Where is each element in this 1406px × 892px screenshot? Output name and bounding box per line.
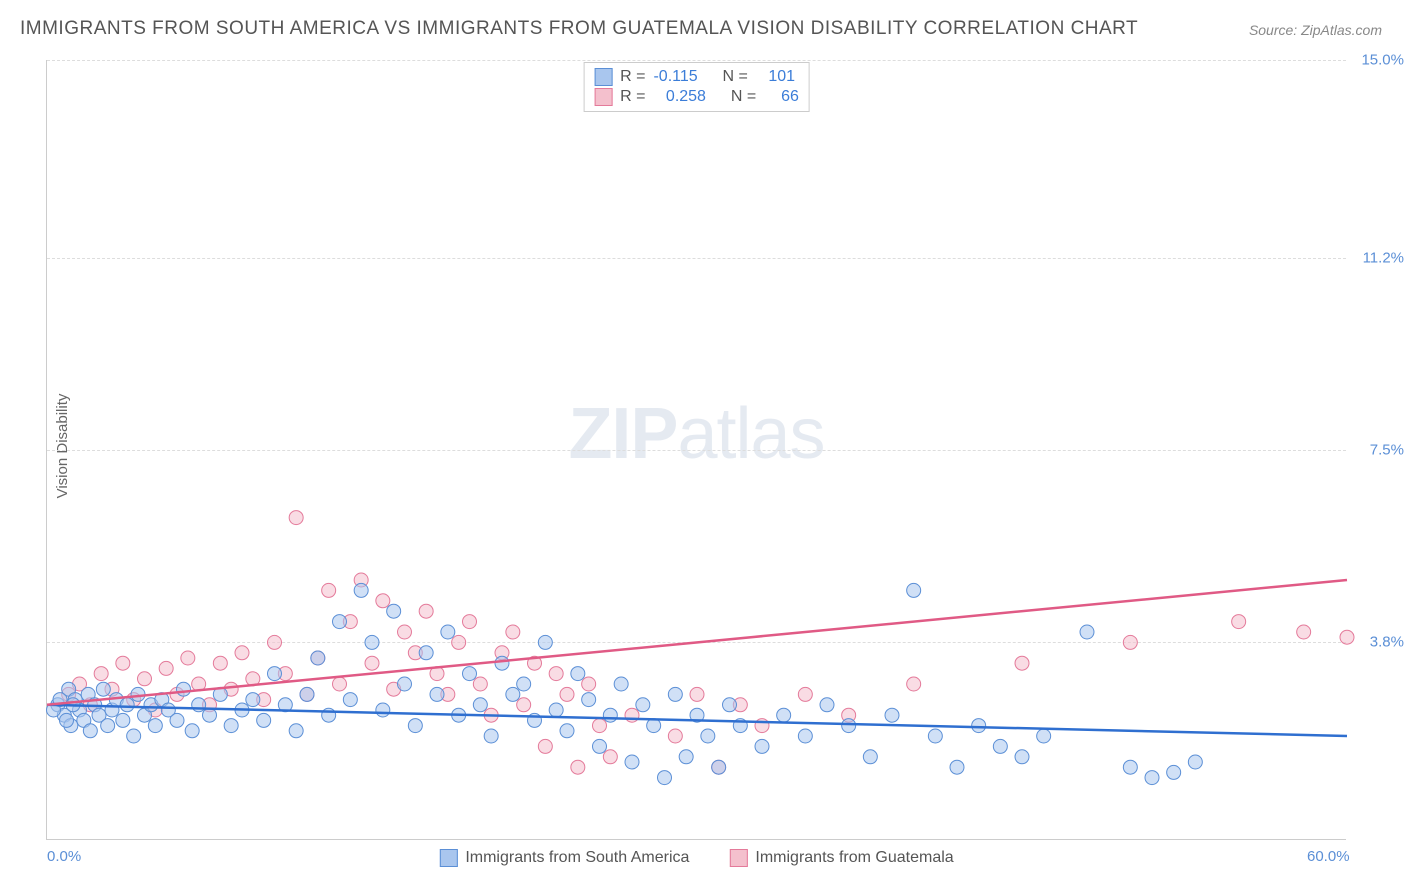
bottom-legend: Immigrants from South America Immigrants… <box>439 849 953 867</box>
n-value-2: 66 <box>781 88 799 106</box>
n-value-1: 101 <box>768 68 795 86</box>
legend-row-series-1: R = -0.115 N = 101 <box>594 67 799 87</box>
swatch-bottom-1 <box>439 849 457 867</box>
n-label-1: N = <box>723 68 748 86</box>
r-value-1: -0.115 <box>653 68 697 86</box>
chart-plot-area: ZIPatlas 3.8%7.5%11.2%15.0% 0.0%60.0% R … <box>46 60 1346 840</box>
x-tick-label: 0.0% <box>47 848 81 865</box>
r-value-2: 0.258 <box>666 88 706 106</box>
y-tick-label: 3.8% <box>1370 634 1404 651</box>
chart-title: IMMIGRANTS FROM SOUTH AMERICA VS IMMIGRA… <box>20 18 1138 40</box>
legend-row-series-2: R = 0.258 N = 66 <box>594 87 799 107</box>
swatch-series-2 <box>594 88 612 106</box>
y-tick-label: 15.0% <box>1361 52 1404 69</box>
bottom-legend-item-1: Immigrants from South America <box>439 849 689 867</box>
y-tick-label: 7.5% <box>1370 442 1404 459</box>
r-label-2: R = <box>620 88 645 106</box>
swatch-bottom-2 <box>729 849 747 867</box>
correlation-legend: R = -0.115 N = 101 R = 0.258 N = 66 <box>583 62 810 112</box>
y-tick-label: 11.2% <box>1363 249 1404 266</box>
x-tick-label: 60.0% <box>1307 848 1350 865</box>
r-label-1: R = <box>620 68 645 86</box>
swatch-series-1 <box>594 68 612 86</box>
scatter-plot-svg <box>47 60 1346 839</box>
bottom-legend-item-2: Immigrants from Guatemala <box>729 849 953 867</box>
bottom-legend-label-2: Immigrants from Guatemala <box>755 849 953 867</box>
bottom-legend-label-1: Immigrants from South America <box>465 849 689 867</box>
n-label-2: N = <box>731 88 756 106</box>
source-attribution: Source: ZipAtlas.com <box>1249 22 1382 38</box>
